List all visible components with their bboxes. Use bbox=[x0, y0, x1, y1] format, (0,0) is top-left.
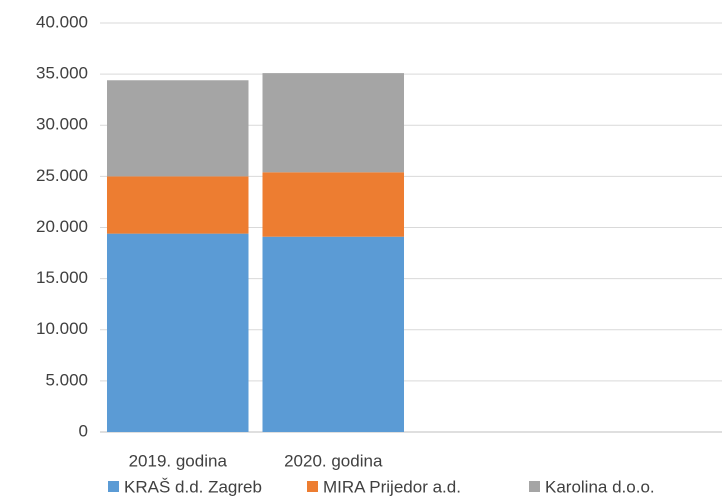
legend-label: Karolina d.o.o. bbox=[545, 477, 655, 496]
legend-label: KRAŠ d.d. Zagreb bbox=[124, 477, 262, 496]
legend-swatch bbox=[108, 481, 119, 492]
legend-swatch bbox=[307, 481, 318, 492]
bar-segment bbox=[106, 176, 249, 234]
y-tick-label: 15.000 bbox=[36, 268, 88, 287]
x-tick-label: 2019. godina bbox=[129, 451, 228, 470]
y-tick-label: 20.000 bbox=[36, 217, 88, 236]
legend-swatch bbox=[529, 481, 540, 492]
x-tick-label: 2020. godina bbox=[284, 451, 383, 470]
y-tick-label: 25.000 bbox=[36, 166, 88, 185]
bar-segment bbox=[262, 73, 405, 173]
y-tick-label: 35.000 bbox=[36, 64, 88, 83]
bar-segment bbox=[106, 80, 249, 177]
bar-segment bbox=[106, 233, 249, 432]
y-tick-label: 5.000 bbox=[45, 370, 88, 389]
bar-segment bbox=[262, 236, 405, 432]
y-tick-label: 30.000 bbox=[36, 115, 88, 134]
y-tick-label: 0 bbox=[79, 421, 88, 440]
y-tick-label: 10.000 bbox=[36, 319, 88, 338]
legend-label: MIRA Prijedor a.d. bbox=[323, 477, 461, 496]
bar-segment bbox=[262, 172, 405, 237]
y-tick-label: 40.000 bbox=[36, 12, 88, 31]
